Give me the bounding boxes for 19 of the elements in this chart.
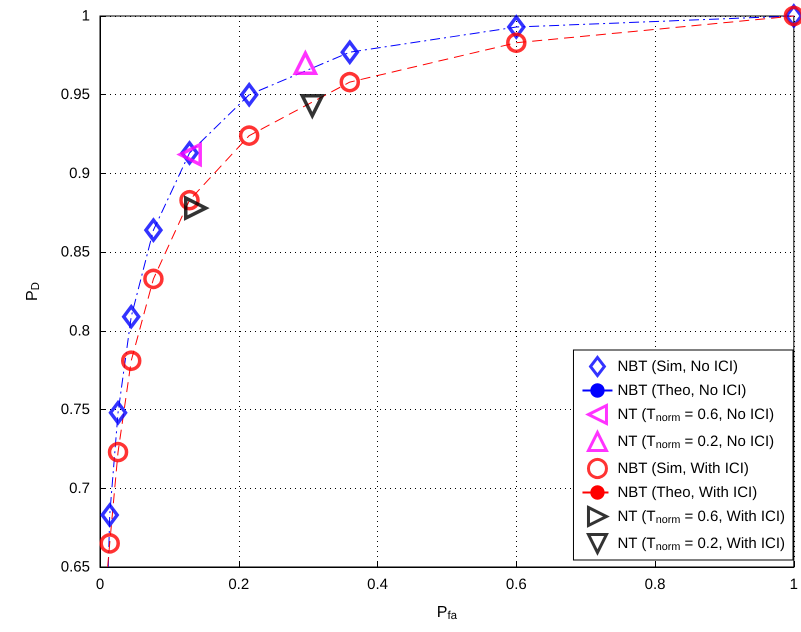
x-tick-label: 0.8 xyxy=(644,576,666,593)
legend-label: NBT (Theo, With ICI) xyxy=(617,484,758,501)
y-tick-label: 0.65 xyxy=(60,558,90,576)
y-axis-title: PD xyxy=(24,282,42,301)
legend-label: NBT (Theo, No ICI) xyxy=(617,382,746,399)
y-tick-label: 0.75 xyxy=(60,401,90,418)
x-tick-label: 0.6 xyxy=(506,576,527,593)
x-tick-label: 1 xyxy=(790,576,798,593)
y-tick-label: 0.7 xyxy=(69,480,90,497)
y-tick-label: 0.9 xyxy=(69,164,90,182)
legend-label: NBT (Sim, With ICI) xyxy=(617,460,749,477)
y-tick-label: 0.8 xyxy=(69,322,90,340)
y-tick-label: 1 xyxy=(82,8,90,24)
x-tick-label: 0.4 xyxy=(367,576,388,593)
x-tick-label: 0 xyxy=(96,576,104,593)
y-tick-label: 0.85 xyxy=(60,244,90,261)
x-tick-label: 0.2 xyxy=(228,576,250,593)
legend-label: NBT (Sim, No ICI) xyxy=(617,358,738,375)
y-tick-label: 0.95 xyxy=(60,86,90,104)
